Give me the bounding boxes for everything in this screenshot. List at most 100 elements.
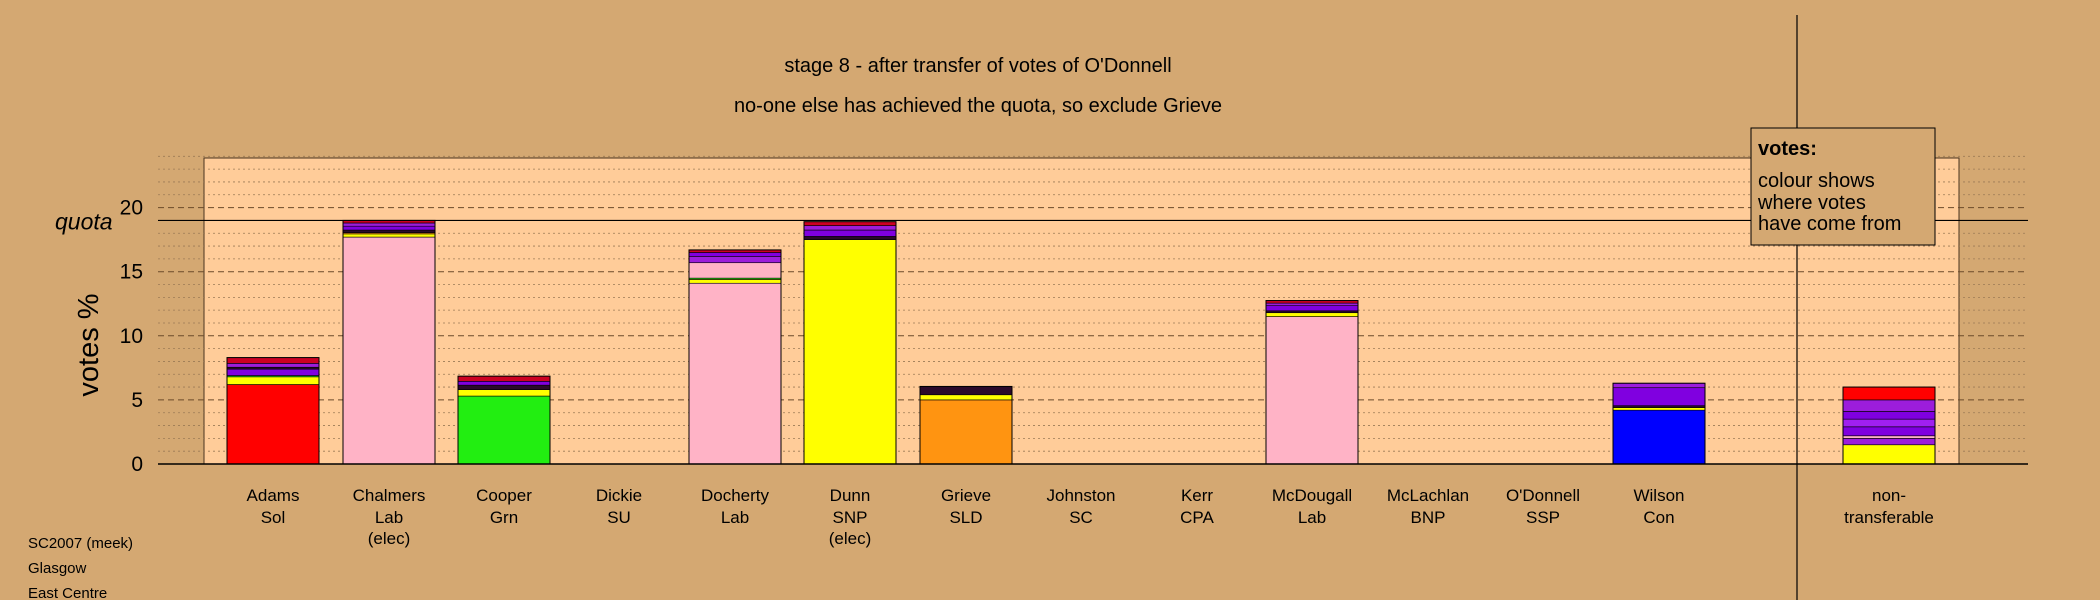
bar-segment	[457, 395, 551, 465]
bar-segment	[803, 229, 897, 237]
candidate-party: CPA	[1180, 508, 1214, 527]
footer-election: SC2007 (meek)	[28, 535, 133, 552]
bar-segment	[1265, 312, 1359, 317]
bar-segment	[803, 221, 897, 226]
candidate-party: Sol	[261, 508, 286, 527]
bar-segment	[919, 399, 1013, 465]
bar-segment	[688, 252, 782, 257]
candidate-name: Adams	[247, 486, 300, 505]
candidate-name: McDougall	[1272, 486, 1352, 505]
bar-segment	[342, 222, 436, 227]
candidate-party: BNP	[1411, 508, 1446, 527]
y-tick-label: 0	[131, 453, 143, 476]
chart-subtitle: no-one else has achieved the quota, so e…	[734, 95, 1222, 117]
bar-segment	[457, 375, 551, 382]
y-tick-label: 10	[120, 325, 143, 348]
candidate-party: Lab	[1298, 508, 1326, 527]
bar-segment	[457, 384, 551, 390]
candidate-name: McLachlan	[1387, 486, 1469, 505]
candidate-name: Wilson	[1633, 486, 1684, 505]
bar-segment	[1842, 438, 1936, 446]
footer-council: Glasgow	[28, 560, 87, 577]
bar-segment	[226, 368, 320, 376]
bar-adams	[226, 357, 320, 465]
y-axis-label: votes %	[73, 293, 105, 396]
bar-segment	[688, 282, 782, 465]
bar-cooper	[457, 375, 551, 465]
candidate-party: Lab	[375, 508, 403, 527]
bar-segment	[688, 262, 782, 279]
bar-segment	[1842, 418, 1936, 428]
bar-segment	[226, 376, 320, 385]
candidate-party: transferable	[1844, 508, 1934, 527]
bar-grieve	[919, 385, 1013, 465]
candidate-party: SU	[607, 508, 631, 527]
bar-segment	[803, 225, 897, 231]
candidate-name: Dickie	[596, 486, 642, 505]
candidate-note: (elec)	[829, 529, 872, 548]
bar-non	[1842, 386, 1936, 465]
bar-segment	[1265, 305, 1359, 312]
bar-segment	[226, 384, 320, 465]
quota-label: quota	[55, 208, 113, 234]
candidate-name: O'Donnell	[1506, 486, 1580, 505]
bar-segment	[688, 279, 782, 284]
candidate-name: Kerr	[1181, 486, 1213, 505]
bar-segment	[457, 381, 551, 386]
bar-segment	[457, 389, 551, 397]
bar-segment	[688, 256, 782, 264]
bar-segment	[1842, 411, 1936, 420]
bar-segment	[342, 233, 436, 238]
candidate-party: SSP	[1526, 508, 1560, 527]
legend-line-1: colour shows	[1758, 170, 1875, 192]
bar-segment	[226, 363, 320, 368]
bar-wilson	[1612, 382, 1706, 465]
bar-segment	[1612, 409, 1706, 465]
bar-segment	[803, 239, 897, 465]
bar-mcdougall	[1265, 300, 1359, 465]
y-tick-label: 5	[131, 389, 143, 412]
bar-segment	[919, 394, 1013, 401]
bar-segment	[803, 236, 897, 240]
bar-segment	[1842, 426, 1936, 437]
footer-ward: East Centre	[28, 585, 107, 600]
candidate-party: SC	[1069, 508, 1093, 527]
bar-segment	[1612, 407, 1706, 411]
y-ticks: 0 5 10 15 20	[120, 197, 143, 476]
candidate-name: Dunn	[830, 486, 871, 505]
candidate-name: Grieve	[941, 486, 991, 505]
y-tick-label: 15	[120, 261, 143, 284]
bar-segment	[1842, 444, 1936, 465]
bar-segment	[1265, 302, 1359, 306]
candidate-name: Docherty	[701, 486, 770, 505]
candidate-name: Johnston	[1047, 486, 1116, 505]
candidate-note: (elec)	[368, 529, 411, 548]
legend-line-3: have come from	[1758, 213, 1901, 235]
y-tick-label: 20	[120, 197, 143, 220]
candidate-labels: Adams Sol Chalmers Lab (elec) Cooper Grn Dickie…	[247, 486, 1934, 548]
candidate-party: Grn	[490, 508, 518, 527]
chart-title: stage 8 - after transfer of votes of O'D…	[784, 55, 1171, 77]
bar-segment	[342, 225, 436, 231]
bar-segment	[1612, 382, 1706, 389]
bar-segment	[342, 229, 436, 233]
bar-chalmers	[342, 219, 436, 465]
bar-docherty	[688, 249, 782, 465]
legend-line-2: where votes	[1757, 192, 1866, 214]
bar-segment	[342, 236, 436, 465]
bar-segment	[1265, 316, 1359, 465]
bar-segment	[226, 357, 320, 364]
candidate-name: non-	[1872, 486, 1906, 505]
legend-box: votes: colour shows where votes have com…	[1750, 127, 1936, 246]
candidate-party: Con	[1643, 508, 1674, 527]
candidate-name: Chalmers	[353, 486, 426, 505]
candidate-party: Lab	[721, 508, 749, 527]
candidate-name: Cooper	[476, 486, 532, 505]
bar-dunn	[803, 221, 897, 465]
bar-segment	[919, 386, 1013, 396]
bar-segment	[1612, 387, 1706, 406]
bar-segment	[1842, 386, 1936, 401]
bar-segment	[1842, 435, 1936, 439]
candidate-party: SLD	[949, 508, 982, 527]
